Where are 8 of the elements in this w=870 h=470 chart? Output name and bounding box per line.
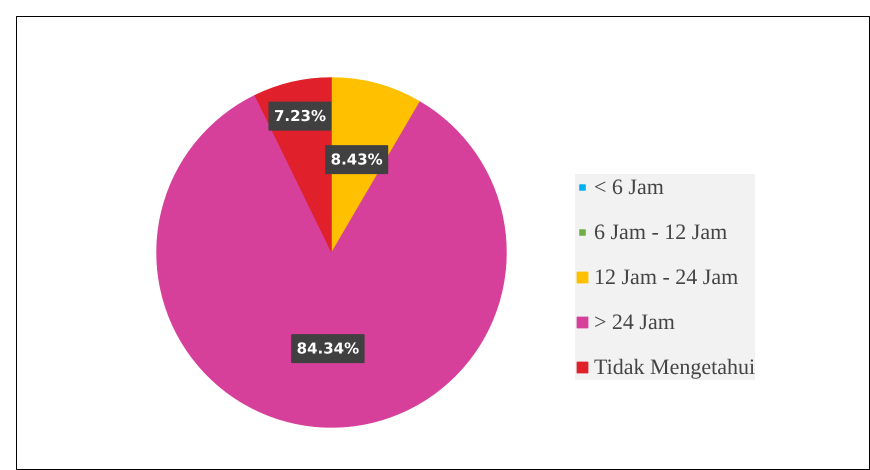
legend-label: > 24 Jam: [594, 309, 675, 335]
data-label: 7.23%: [274, 107, 326, 126]
legend-label: 6 Jam - 12 Jam: [594, 219, 728, 245]
legend-label: Tidak Mengetahui: [594, 354, 756, 380]
legend-label: < 6 Jam: [594, 174, 664, 200]
data-label: 8.43%: [330, 150, 383, 169]
legend-label: 12 Jam - 24 Jam: [594, 264, 738, 290]
data-label: 84.34%: [296, 340, 360, 358]
